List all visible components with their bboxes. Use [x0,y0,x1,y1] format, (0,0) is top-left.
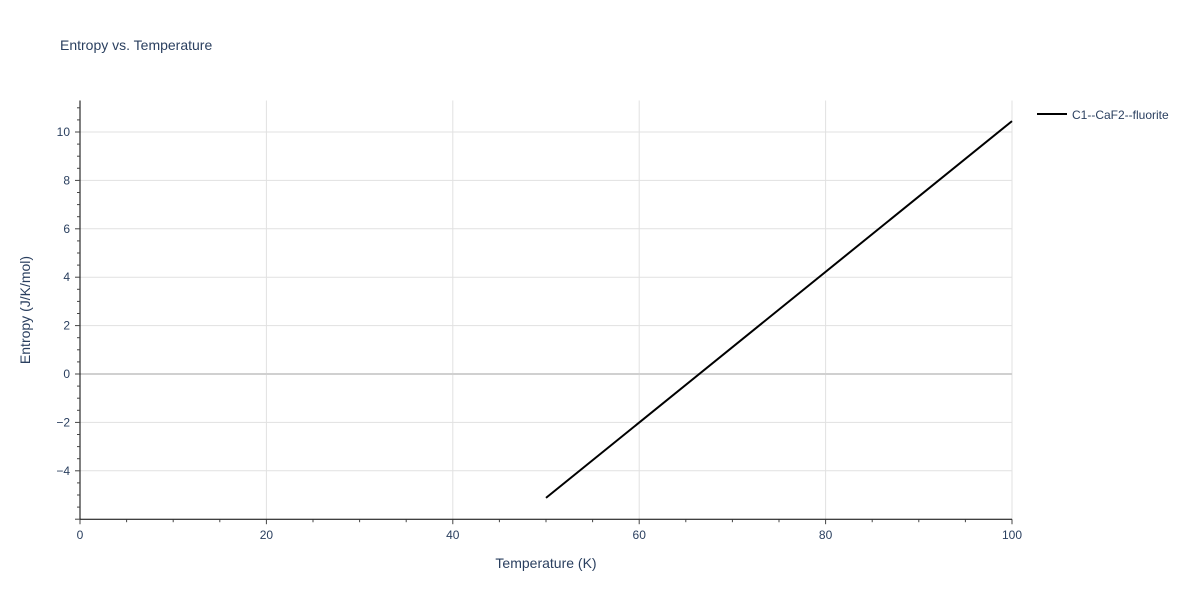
y-tick-label: 10 [57,125,71,139]
x-axis-label: Temperature (K) [495,555,596,571]
series-line [545,120,1013,499]
axes: 0 20 40 60 80 100 −4 −2 0 2 4 6 8 10 [56,100,1022,542]
x-tick-label: 20 [260,528,274,542]
y-tick-label: −4 [56,464,70,478]
x-tick-label: 80 [819,528,833,542]
y-tick-label: 0 [63,367,70,381]
x-tick-label: 100 [1002,528,1022,542]
y-axis-label: Entropy (J/K/mol) [17,256,33,364]
legend-label: C1--CaF2--fluorite [1072,108,1169,122]
x-tick-label: 40 [446,528,460,542]
grid [80,100,1013,520]
series-layer [545,120,1013,499]
y-tick-label: 6 [63,222,70,236]
x-tick-label: 60 [633,528,647,542]
y-tick-label: 8 [63,173,70,187]
chart-title: Entropy vs. Temperature [60,37,212,53]
y-tick-label: 2 [63,319,70,333]
y-tick-label: 4 [63,270,70,284]
y-tick-label: −2 [56,415,70,429]
x-tick-label: 0 [77,528,84,542]
legend[interactable]: C1--CaF2--fluorite [1037,108,1169,122]
